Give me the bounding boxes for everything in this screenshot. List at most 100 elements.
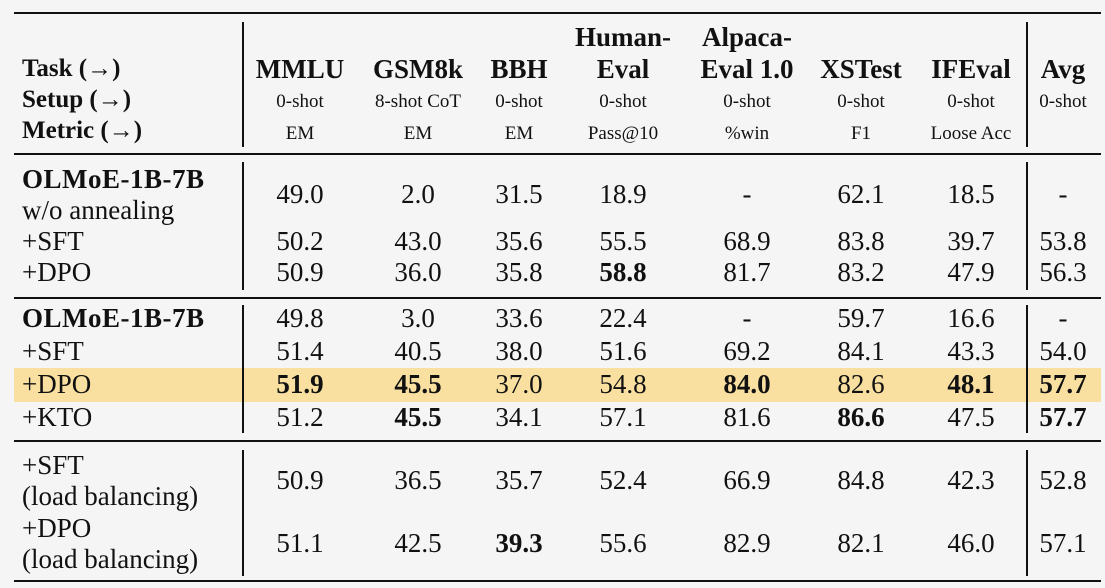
table-cell: 36.5 <box>394 465 442 495</box>
table-cell: 51.6 <box>599 336 647 366</box>
table-cell: 52.4 <box>599 465 647 495</box>
bottom-rule <box>14 580 1101 582</box>
table-cell: 57.1 <box>1039 528 1087 558</box>
table-cell: 38.0 <box>495 336 543 366</box>
row-label: +KTO <box>22 402 93 432</box>
row-label: (load balancing) <box>22 481 199 511</box>
table-cell: 51.1 <box>276 528 324 558</box>
table-cell: 47.5 <box>947 402 995 432</box>
table-cell: 62.1 <box>837 179 885 209</box>
group-rule-1 <box>14 297 1101 299</box>
table-cell: 48.1 <box>947 369 995 399</box>
table-cell: 35.7 <box>495 465 543 495</box>
row-label: +DPO <box>22 257 92 287</box>
column-setup: 0-shot <box>495 91 543 112</box>
column-header-line1: Human- <box>574 22 672 52</box>
table-cell: 51.9 <box>276 369 324 399</box>
column-header: BBH <box>490 54 548 84</box>
row-label: OLMoE-1B-7B <box>22 164 205 194</box>
row-label: +SFT <box>22 336 84 366</box>
table-cell: 50.2 <box>276 226 324 256</box>
table-cell: 42.3 <box>947 465 995 495</box>
column-metric: EM <box>285 123 315 144</box>
table-cell: 18.5 <box>947 179 995 209</box>
table-cell: 37.0 <box>495 369 543 399</box>
table-cell: 39.7 <box>947 226 995 256</box>
table-cell: 45.5 <box>394 402 442 432</box>
avg-divider <box>1026 162 1028 290</box>
column-header: XSTest <box>820 54 902 84</box>
table-cell: 16.6 <box>947 303 995 333</box>
column-setup: 0-shot <box>837 91 885 112</box>
table-cell: 86.6 <box>837 402 885 432</box>
task-label: Task (→) <box>22 55 121 82</box>
table-cell: 31.5 <box>495 179 543 209</box>
column-metric: EM <box>403 123 433 144</box>
label-divider <box>242 22 244 147</box>
table-cell: 66.9 <box>723 465 771 495</box>
table-cell: 33.6 <box>495 303 543 333</box>
table-cell: 51.2 <box>276 402 324 432</box>
table-cell: 43.3 <box>947 336 995 366</box>
avg-divider <box>1026 305 1028 433</box>
column-header: Avg <box>1040 54 1086 84</box>
table-cell: 35.6 <box>495 226 543 256</box>
column-metric: EM <box>504 123 534 144</box>
table-cell: 22.4 <box>599 303 647 333</box>
table-cell: 45.5 <box>394 369 442 399</box>
table-cell: - <box>1058 303 1068 333</box>
row-label: +DPO <box>22 369 92 399</box>
row-label: +SFT <box>22 226 84 256</box>
row-label: w/o annealing <box>22 195 175 225</box>
metric-label: Metric (→) <box>22 117 143 144</box>
table-cell: 46.0 <box>947 528 995 558</box>
table-cell: 18.9 <box>599 179 647 209</box>
table-cell: 82.9 <box>723 528 771 558</box>
table-cell: 81.6 <box>723 402 771 432</box>
label-divider <box>242 450 244 576</box>
column-header: GSM8k <box>372 54 464 84</box>
table-cell: 69.2 <box>723 336 771 366</box>
column-setup: 0-shot <box>723 91 771 112</box>
table-cell: 47.9 <box>947 257 995 287</box>
table-cell: 84.8 <box>837 465 885 495</box>
table-cell: 49.0 <box>276 179 324 209</box>
column-setup: 0-shot <box>1039 91 1087 112</box>
table-cell: 55.5 <box>599 226 647 256</box>
column-metric: Loose Acc <box>930 123 1012 144</box>
table-cell: 40.5 <box>394 336 442 366</box>
table-cell: 57.7 <box>1039 402 1087 432</box>
column-setup: 0-shot <box>947 91 995 112</box>
group-rule-2 <box>14 440 1101 442</box>
column-header-line1: Alpaca- <box>702 22 792 52</box>
column-header: Eval 1.0 <box>700 54 794 84</box>
table-cell: 50.9 <box>276 257 324 287</box>
table-cell: 54.8 <box>599 369 647 399</box>
column-header: MMLU <box>255 54 345 84</box>
row-label: (load balancing) <box>22 544 199 574</box>
table-cell: 3.0 <box>401 303 435 333</box>
table-cell: 55.6 <box>599 528 647 558</box>
table-cell: 84.1 <box>837 336 885 366</box>
row-label: +DPO <box>22 513 92 543</box>
table-cell: 83.8 <box>837 226 885 256</box>
table-cell: - <box>1058 179 1068 209</box>
setup-label: Setup (→) <box>22 86 132 113</box>
table-cell: 83.2 <box>837 257 885 287</box>
label-divider <box>242 305 244 433</box>
table-cell: 50.9 <box>276 465 324 495</box>
avg-divider <box>1026 450 1028 576</box>
table-cell: 82.1 <box>837 528 885 558</box>
table-cell: 84.0 <box>723 369 771 399</box>
header-rule <box>14 153 1101 155</box>
table-cell: 43.0 <box>394 226 442 256</box>
table-cell: 51.4 <box>276 336 324 366</box>
table-cell: 53.8 <box>1039 226 1087 256</box>
table-cell: 54.0 <box>1039 336 1087 366</box>
table-cell: 52.8 <box>1039 465 1087 495</box>
table-cell: 34.1 <box>495 402 543 432</box>
table-cell: 68.9 <box>723 226 771 256</box>
column-header: Eval <box>596 54 650 84</box>
table-cell: 82.6 <box>837 369 885 399</box>
